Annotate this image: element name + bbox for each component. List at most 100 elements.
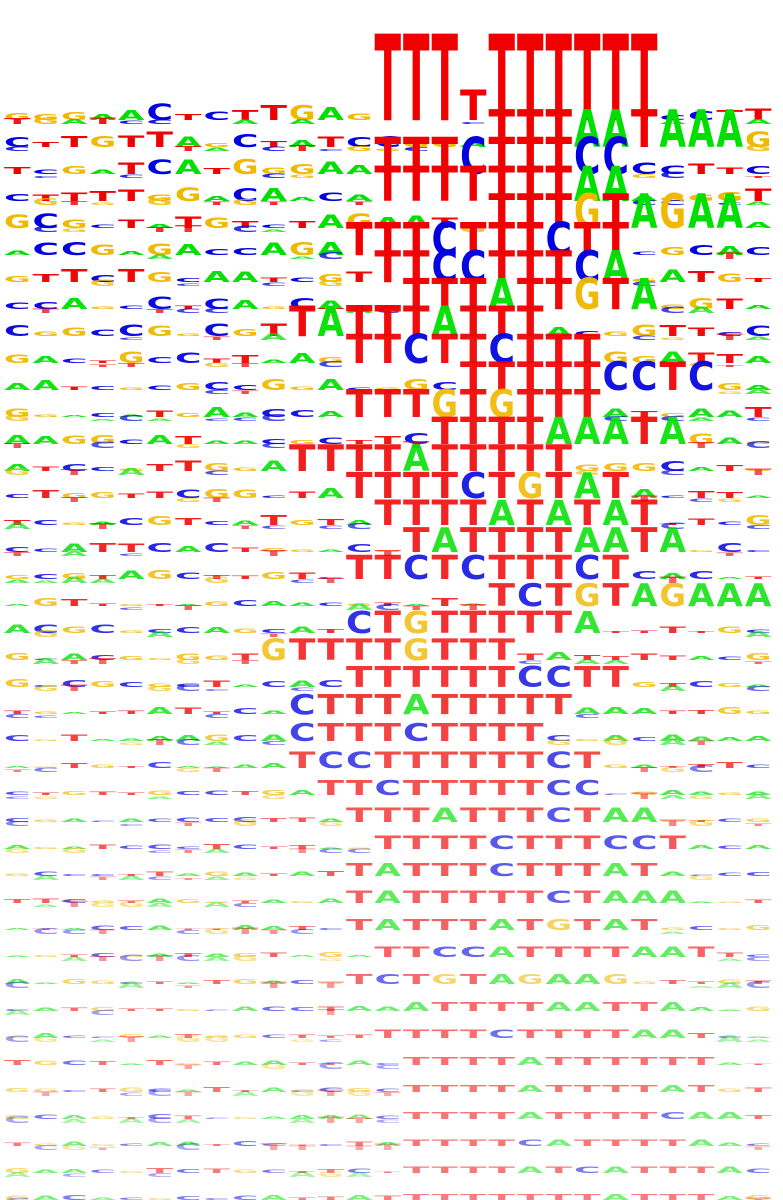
logo-glyph-minor: T xyxy=(745,823,772,827)
logo-glyph: G xyxy=(204,142,231,148)
logo-glyph-minor: T xyxy=(232,362,259,368)
logo-glyph-minor: C xyxy=(147,1116,174,1125)
logo-glyph: G xyxy=(33,766,60,768)
logo-glyph-minor: A xyxy=(688,305,715,315)
logo-glyph: T xyxy=(375,688,402,721)
logo-glyph-minor: C xyxy=(688,498,715,503)
logo-glyph-minor: G xyxy=(4,847,30,854)
logo-glyph: G xyxy=(603,972,630,987)
logo-glyph: A xyxy=(90,113,118,122)
logo-glyph: G xyxy=(175,381,202,393)
logo-glyph-minor: T xyxy=(90,657,117,666)
logo-glyph: A xyxy=(631,764,658,769)
logo-glyph: T xyxy=(175,213,202,232)
logo-glyph: T xyxy=(4,710,31,716)
logo-glyph-minor: C xyxy=(204,390,230,396)
logo-glyph: T xyxy=(546,157,573,214)
logo-row: G CG CT G C GG CC TCA C AC C T T T T T T C C T T G TA C G AC xyxy=(4,661,772,694)
logo-glyph: A xyxy=(660,1083,687,1095)
logo-glyph: C xyxy=(460,128,487,187)
logo-glyph: G xyxy=(33,414,60,418)
logo-glyph: T xyxy=(261,952,288,959)
logo-glyph: T xyxy=(403,1138,430,1148)
logo-glyph: C xyxy=(460,243,487,293)
logo-glyph: A xyxy=(603,888,630,907)
logo-glyph: G xyxy=(431,138,458,150)
logo-glyph: T xyxy=(204,843,231,851)
logo-glyph-minor: C xyxy=(261,172,288,179)
logo-glyph: A xyxy=(261,1086,288,1093)
logo-glyph-minor: T xyxy=(175,1091,202,1098)
logo-glyph: C xyxy=(631,832,658,854)
logo-glyph: T xyxy=(118,218,146,231)
logo-glyph-minor: C xyxy=(375,305,402,315)
logo-glyph: G xyxy=(603,461,630,473)
logo-glyph-minor: A xyxy=(232,1090,259,1098)
logo-glyph-minor: C xyxy=(374,1119,400,1124)
logo-glyph: T xyxy=(489,719,516,748)
logo-glyph-minor: A xyxy=(4,579,31,584)
logo-glyph: T xyxy=(631,1111,658,1122)
logo-glyph-minor: C xyxy=(175,283,202,287)
logo-glyph: A xyxy=(4,928,31,931)
logo-glyph: C xyxy=(90,874,117,877)
logo-glyph: T xyxy=(460,688,487,721)
logo-glyph: G xyxy=(147,514,174,528)
logo-glyph: G xyxy=(33,331,60,338)
logo-glyph: T xyxy=(289,844,316,851)
logo-glyph: T xyxy=(432,888,459,907)
logo-glyph: T xyxy=(745,1086,772,1093)
logo-glyph: G xyxy=(631,681,658,689)
logo-glyph: T xyxy=(460,972,487,987)
logo-glyph: G xyxy=(90,680,117,689)
logo-glyph: C xyxy=(289,1090,316,1093)
logo-glyph: T xyxy=(631,1193,658,1200)
logo-glyph: A xyxy=(4,844,31,851)
logo-glyph: G xyxy=(261,789,288,797)
logo-glyph: A xyxy=(602,1193,630,1200)
logo-glyph-minor: A xyxy=(688,985,715,989)
logo-glyph: T xyxy=(61,762,88,770)
logo-glyph-minor: G xyxy=(175,657,202,666)
logo-glyph-minor: A xyxy=(346,445,373,449)
logo-glyph: T xyxy=(574,1138,601,1148)
logo-glyph-minor: A xyxy=(203,876,230,881)
logo-glyph: T xyxy=(460,888,486,907)
logo-glyph: T xyxy=(717,108,744,123)
logo-glyph: G xyxy=(89,491,116,500)
logo-glyph: A xyxy=(660,888,687,907)
logo-glyph: T xyxy=(517,409,544,453)
logo-glyph: T xyxy=(603,1138,630,1148)
logo-glyph: G xyxy=(89,433,115,448)
logo-glyph: T xyxy=(574,1028,602,1041)
logo-glyph: C xyxy=(631,159,658,178)
logo-glyph: C xyxy=(32,658,59,660)
logo-glyph: G xyxy=(432,972,459,987)
logo-glyph-minor: C xyxy=(61,929,88,936)
logo-glyph-minor: G xyxy=(147,685,174,693)
logo-glyph: C xyxy=(261,438,288,446)
logo-glyph: A xyxy=(175,982,202,984)
logo-glyph: G xyxy=(745,710,772,715)
logo-glyph: G xyxy=(61,790,88,796)
logo-glyph-minor: A xyxy=(147,630,174,639)
logo-glyph: T xyxy=(688,517,715,527)
logo-glyph: A xyxy=(432,804,459,827)
logo-glyph: T xyxy=(289,219,316,231)
logo-glyph: C xyxy=(745,1168,772,1175)
logo-glyph: A xyxy=(318,376,345,393)
logo-glyph: G xyxy=(232,953,259,959)
logo-glyph: A xyxy=(261,762,288,770)
logo-glyph: T xyxy=(318,437,345,480)
logo-glyph: G xyxy=(175,899,202,905)
logo-glyph: T xyxy=(403,804,430,827)
logo-glyph: A xyxy=(660,870,687,877)
logo-glyph: T xyxy=(660,710,687,715)
logo-glyph-minor: T xyxy=(175,877,202,880)
logo-glyph-minor: T xyxy=(660,818,687,828)
logo-glyph-minor: C xyxy=(346,522,373,531)
logo-glyph: A xyxy=(318,818,345,823)
logo-glyph: G xyxy=(147,1198,174,1200)
logo-glyph: C xyxy=(318,577,345,580)
